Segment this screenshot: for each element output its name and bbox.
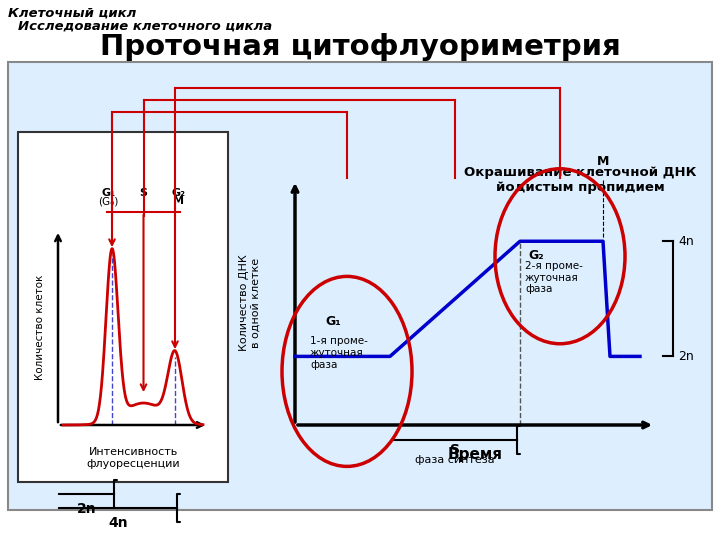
Text: Время: Время	[448, 447, 503, 462]
Text: 2n: 2n	[77, 502, 96, 516]
Text: M: M	[597, 155, 609, 168]
Bar	[18, 132, 228, 482]
Text: 4n: 4n	[108, 516, 128, 530]
Text: G₁: G₁	[325, 315, 341, 328]
Text: Окрашивание клеточной ДНК
йодистым пропидием: Окрашивание клеточной ДНК йодистым пропи…	[464, 166, 696, 194]
Text: S: S	[450, 443, 460, 457]
Text: Количество клеток: Количество клеток	[35, 275, 45, 380]
Text: G₂: G₂	[171, 188, 185, 198]
Text: S: S	[140, 188, 148, 198]
Text: M: M	[173, 196, 184, 206]
Text: G₁: G₁	[101, 188, 115, 198]
Text: фаза синтеза: фаза синтеза	[415, 455, 495, 465]
Text: Клеточный цикл: Клеточный цикл	[8, 7, 136, 20]
Bar	[8, 62, 712, 510]
Text: (G₀): (G₀)	[98, 196, 118, 206]
Text: 4n: 4n	[678, 235, 694, 248]
Text: Интенсивность
флуоресценции: Интенсивность флуоресценции	[86, 447, 180, 469]
Text: Количество ДНК
в одной клетке: Количество ДНК в одной клетке	[239, 254, 261, 351]
Text: 1-я проме-
жуточная
фаза: 1-я проме- жуточная фаза	[310, 336, 368, 369]
Text: 2n: 2n	[678, 350, 694, 363]
Text: Исследование клеточного цикла: Исследование клеточного цикла	[18, 20, 272, 33]
Text: G₂: G₂	[528, 249, 544, 262]
Text: Проточная цитофлуориметрия: Проточная цитофлуориметрия	[99, 33, 621, 61]
Text: 2-я проме-
жуточная
фаза: 2-я проме- жуточная фаза	[525, 261, 583, 294]
